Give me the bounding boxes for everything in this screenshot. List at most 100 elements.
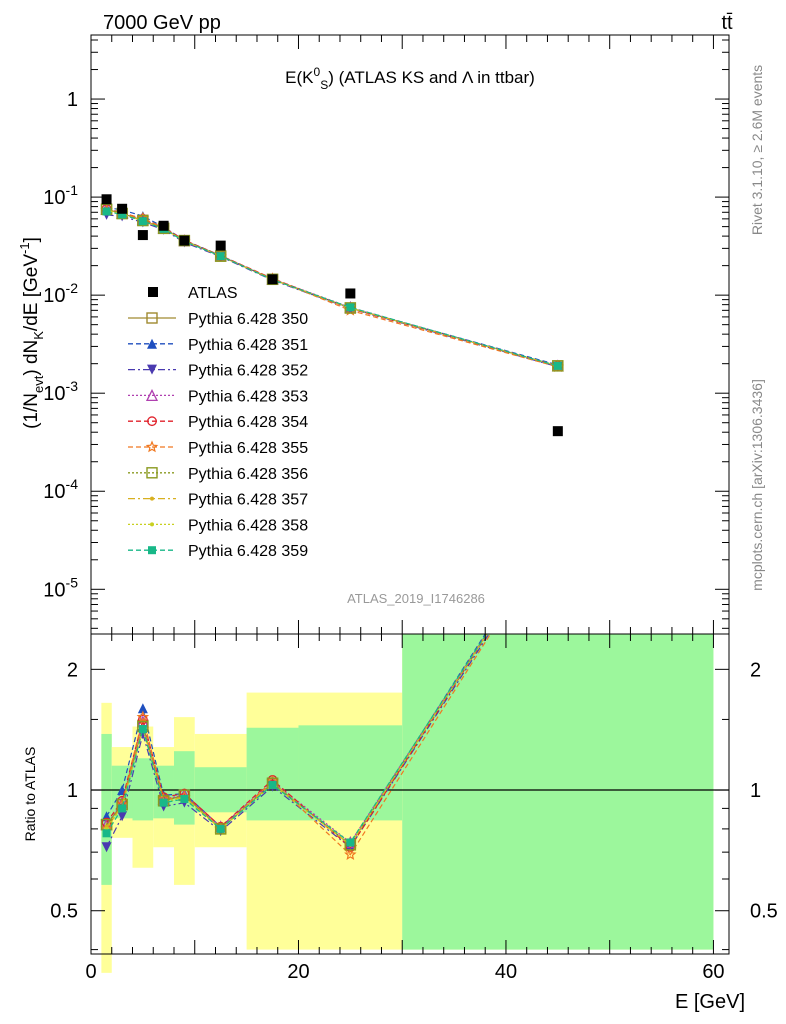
series-marker (268, 780, 277, 789)
inner-band (132, 758, 154, 821)
series-marker (147, 338, 157, 349)
legend-label: Pythia 6.428 351 (188, 337, 308, 354)
series-marker (137, 714, 148, 725)
series-marker (145, 388, 159, 402)
series-marker (346, 303, 355, 312)
series-marker (102, 207, 111, 216)
series-marker (102, 829, 111, 838)
x-tick-label: 20 (287, 961, 309, 983)
series-marker (146, 312, 158, 324)
atlas-marker (137, 230, 148, 241)
series-marker (117, 811, 128, 822)
y-tick-label: 10-2 (43, 280, 78, 307)
legend-label: Pythia 6.428 350 (188, 311, 308, 328)
series-marker (136, 710, 150, 723)
main-series-layer (100, 202, 565, 373)
legend-atlas-marker (148, 287, 158, 297)
atlas-data-points (101, 194, 563, 437)
analysis-id: ATLAS_2019_I1746286 (347, 591, 485, 606)
rivet-version-label: Rivet 3.1.10, ≥ 2.6M events (749, 65, 765, 235)
ratio-plot-frame (90, 633, 730, 955)
series-marker (147, 416, 157, 427)
series-line (106, 214, 558, 368)
legend-label: Pythia 6.428 355 (188, 440, 308, 457)
series-line (106, 208, 558, 367)
series-marker (148, 546, 156, 555)
series-marker (346, 838, 355, 847)
atlas-marker (267, 274, 278, 285)
inner-band (173, 751, 195, 825)
inner-band (101, 733, 112, 885)
legend-atlas-label: ATLAS (188, 285, 238, 302)
ratio-plot-panel: 0.5 0.51 12 20 20 40 60 (50, 633, 778, 983)
mcplots-label: mcplots.cern.ch [arXiv:1306.3436] (749, 379, 765, 591)
collision-label: 7000 GeV pp (103, 12, 221, 34)
main-plot-panel: 1 10-1 10-2 10-3 10-4 10-5 E(K0S) (ATLAS KS a… (43, 34, 730, 635)
series-marker (214, 250, 227, 262)
y-tick-label: 10-1 (43, 182, 78, 209)
series-marker (214, 823, 227, 835)
series-marker (159, 798, 168, 807)
series-marker (216, 252, 225, 261)
series-marker (137, 214, 149, 227)
series-marker (101, 842, 112, 853)
series-marker (150, 522, 154, 527)
main-y-axis-label: (1/Nevt) dNK/dE [GeV-1] (17, 237, 46, 429)
y-tick-label: 10-5 (43, 574, 78, 601)
atlas-marker (552, 426, 563, 437)
series-line (106, 208, 558, 367)
atlas-marker (215, 240, 226, 251)
series-marker (138, 217, 147, 226)
series-marker (180, 794, 189, 803)
x-tick-label: 0 (85, 961, 96, 983)
ratio-y-tick-label: 0.5 (50, 901, 78, 923)
series-marker (138, 724, 147, 733)
ratio-y-tick-label-right: 2 (750, 659, 761, 681)
inner-band (246, 727, 299, 821)
ratio-y-tick-label-right: 0.5 (750, 901, 778, 923)
legend-label: Pythia 6.428 354 (188, 414, 308, 431)
series-marker (553, 361, 562, 370)
x-tick-label: 60 (702, 961, 724, 983)
series-marker (145, 440, 159, 453)
legend-label: Pythia 6.428 353 (188, 388, 308, 405)
series-marker (344, 848, 357, 860)
legend-label: Pythia 6.428 359 (188, 543, 308, 560)
ratio-axis-ticks: 0.5 0.51 12 20 20 40 60 (50, 634, 778, 983)
inner-band (298, 725, 403, 821)
series-marker (118, 804, 127, 813)
series-marker (344, 302, 357, 314)
main-axis-ticks: 1 10-1 10-2 10-3 10-4 10-5 (43, 35, 729, 634)
main-plot-frame (90, 34, 730, 635)
ratio-y-tick-label: 2 (67, 659, 78, 681)
ratio-series-layer (100, 634, 492, 860)
y-tick-label: 10-4 (43, 476, 78, 503)
series-marker (118, 210, 127, 219)
inner-band (402, 634, 714, 950)
series-line (106, 208, 558, 367)
legend-label: Pythia 6.428 357 (188, 492, 308, 509)
series-marker (552, 360, 564, 372)
atlas-marker (345, 288, 356, 299)
ratio-y-axis-label: Ratio to ATLAS (22, 747, 38, 842)
series-marker (216, 824, 225, 833)
plot-title: E(K0S) (ATLAS KS and Λ in ttbar) (285, 65, 535, 92)
atlas-marker (101, 194, 112, 205)
legend-label: Pythia 6.428 358 (188, 517, 308, 534)
ratio-y-tick-label-right: 1 (750, 780, 761, 802)
series-marker (146, 467, 158, 479)
ratio-y-tick-label: 1 (67, 780, 78, 802)
series-marker (150, 496, 154, 501)
x-axis-label: E [GeV] (675, 991, 745, 1013)
legend-label: Pythia 6.428 352 (188, 363, 308, 380)
x-tick-label: 40 (495, 961, 517, 983)
legend: ATLAS Pythia 6.428 350 Pythia 6.428 351 Pyt… (128, 285, 308, 560)
y-tick-label: 1 (67, 89, 78, 111)
process-label: tt̄ (721, 12, 733, 34)
series-marker (147, 364, 157, 375)
series-line (106, 206, 558, 366)
atlas-marker (158, 220, 169, 231)
legend-label: Pythia 6.428 356 (188, 466, 308, 483)
atlas-marker (179, 235, 190, 246)
